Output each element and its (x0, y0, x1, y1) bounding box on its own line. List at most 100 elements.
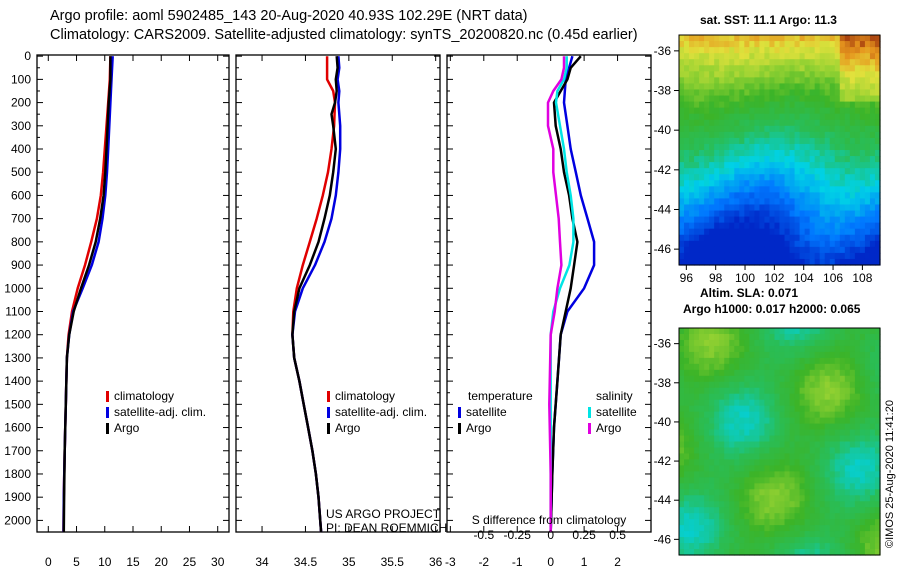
series-line-temperature-argo (549, 55, 582, 533)
sla-map-cell (864, 525, 871, 532)
sst-map-cell (759, 59, 766, 66)
sst-map-cell (759, 35, 766, 42)
sst-map-cell (684, 125, 690, 133)
x-tick-label: 20 (155, 555, 169, 569)
sst-map-cell (779, 258, 786, 266)
sla-map-cell (839, 375, 846, 383)
sla-map-cell (744, 369, 750, 377)
sst-map-cell (689, 47, 695, 54)
sst-map-cell (769, 35, 776, 42)
sla-map-cell (749, 339, 755, 347)
sst-map-cell (684, 131, 690, 139)
sla-map-cell (739, 363, 745, 371)
sla-map-cell (684, 399, 690, 407)
sla-map-cell (759, 363, 766, 371)
sla-map-cell (804, 357, 811, 365)
sla-map-cell (689, 441, 695, 449)
sst-map-cell (684, 216, 690, 224)
sla-map-cell (869, 357, 876, 365)
sst-map-cell (744, 59, 750, 66)
sla-map-cell (784, 399, 791, 407)
sla-map-cell (784, 501, 791, 508)
sst-map-cell (704, 83, 710, 91)
sst-map-cell (714, 71, 720, 78)
sla-map-cell (819, 453, 826, 461)
sst-map-cell (779, 210, 786, 218)
sla-map-cell (759, 405, 766, 413)
sla-map-cell (779, 357, 786, 365)
sst-map-cell (689, 95, 695, 103)
sst-map-cell (859, 162, 866, 169)
sst-map-cell (809, 53, 816, 60)
sst-map-cell (704, 162, 710, 169)
sla-map-cell (794, 393, 801, 401)
sst-y-tick-label: -44 (654, 202, 672, 216)
sst-map-cell (749, 210, 755, 218)
sst-map-cell (779, 180, 786, 187)
sst-map-cell (744, 113, 750, 121)
sst-map-cell (799, 192, 806, 200)
sst-map-cell (789, 234, 796, 242)
sst-map-cell (824, 53, 831, 60)
sla-map-cell (839, 495, 846, 502)
sst-map-cell (719, 101, 725, 109)
sst-map-cell (824, 107, 831, 115)
sla-map-cell (749, 411, 755, 419)
sla-map-cell (734, 507, 740, 514)
sla-map-cell (859, 465, 866, 472)
sla-map-cell (709, 333, 715, 341)
sst-map-cell (854, 131, 861, 139)
sla-map-cell (814, 345, 821, 353)
sst-map-cell (699, 210, 705, 218)
sla-map-cell (859, 513, 866, 520)
sst-map-cell (814, 125, 821, 133)
sst-map-cell (754, 222, 761, 230)
sla-map-cell (809, 393, 816, 401)
sst-map-cell (779, 186, 786, 193)
sst-map-cell (864, 174, 871, 181)
sst-map-cell (854, 125, 861, 133)
sst-map-cell (764, 59, 771, 66)
sst-map-cell (869, 41, 876, 48)
sla-map-cell (699, 441, 705, 449)
sla-map-cell (694, 549, 700, 556)
sst-map-cell (849, 258, 856, 266)
sst-map-cell (709, 125, 715, 133)
sst-map-cell (834, 240, 841, 248)
sst-map-cell (719, 83, 725, 91)
sla-map-cell (819, 345, 826, 353)
sla-map-cell (709, 351, 715, 359)
legend-swatch (327, 423, 330, 434)
sla-map-cell (704, 477, 710, 484)
sst-map-cell (709, 252, 715, 260)
sla-map-cell (759, 387, 766, 395)
sst-map-cell (809, 156, 816, 163)
sst-map-cell (699, 156, 705, 163)
sst-map-cell (764, 174, 771, 181)
sla-map-cell (729, 477, 735, 484)
sla-map-cell (784, 441, 791, 449)
sla-map-cell (709, 393, 715, 401)
sla-map-cell (794, 525, 801, 532)
sst-map-cell (689, 246, 695, 254)
sst-map-cell (719, 119, 725, 127)
sla-map-cell (849, 471, 856, 478)
sla-map-cell (829, 477, 836, 484)
series-line-argo (291, 56, 339, 533)
sst-map-cell (754, 83, 761, 91)
sst-map-cell (829, 71, 836, 78)
sst-map-cell (749, 246, 755, 254)
sst-map-cell (784, 204, 791, 212)
sst-map-cell (739, 174, 745, 181)
sla-map-cell (814, 525, 821, 532)
sla-map-cell (774, 429, 781, 437)
sla-map-cell (759, 357, 766, 365)
sla-map-cell (739, 525, 745, 532)
sla-map-cell (684, 471, 690, 478)
sst-map-cell (694, 83, 700, 91)
sst-map-cell (829, 125, 836, 133)
sla-map-cell (709, 483, 715, 490)
sst-map-cell (689, 35, 695, 42)
sst-map-cell (684, 119, 690, 127)
sla-map-cell (744, 447, 750, 455)
